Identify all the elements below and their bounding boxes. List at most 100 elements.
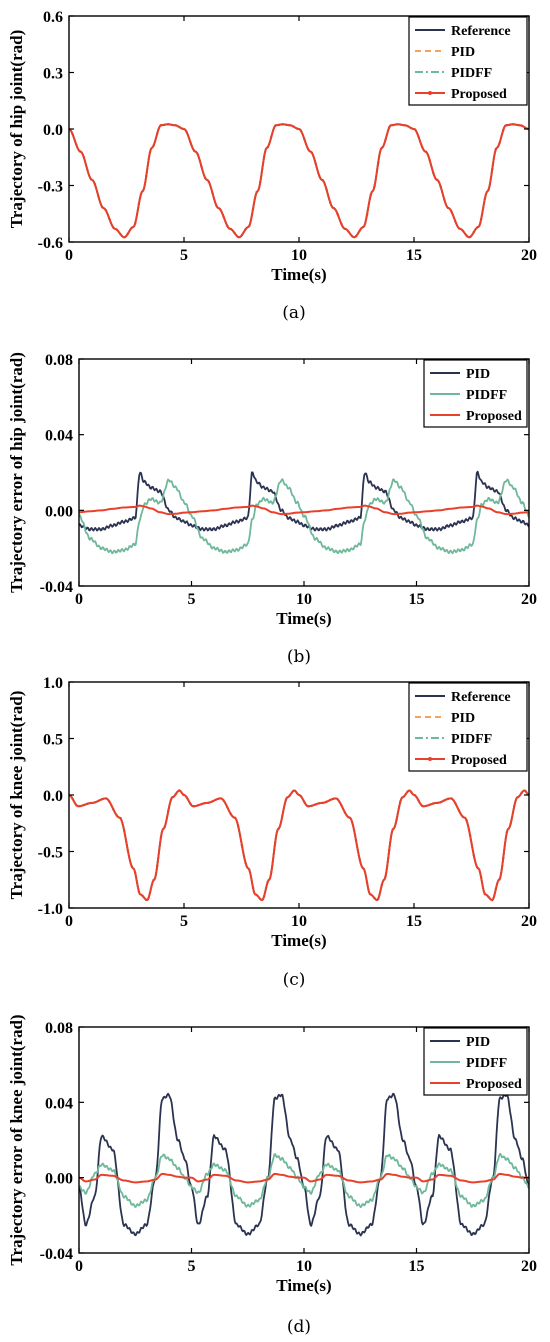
series-marker [380,883,383,887]
series-marker [362,225,365,229]
series-marker [134,222,137,225]
series-marker [82,803,85,807]
series-marker [207,180,211,183]
series-marker [108,217,111,221]
series-marker [123,236,126,239]
series-line-proposed [79,1172,529,1184]
x-tick-label: 5 [188,1258,196,1275]
series-marker [244,227,247,231]
series-marker [145,898,148,902]
series-marker [424,150,428,153]
y-tick-label: 0.00 [45,1171,73,1188]
legend: Reference PID PIDFF Proposed [408,16,528,106]
series-marker [384,875,387,878]
series-marker [251,886,255,889]
series-marker [200,802,203,806]
series-marker [233,231,236,235]
series-marker [336,213,339,216]
series-marker [163,825,166,829]
series-line-pid [79,470,529,532]
panel-caption: (d) [287,1317,311,1337]
series-marker [141,894,144,898]
series-marker [167,123,170,126]
series-marker [443,198,446,201]
series-marker [229,227,233,231]
series-marker [189,141,192,144]
series-marker [340,222,343,226]
legend: PID PIDFF Proposed [423,359,528,428]
x-tick-label: 15 [406,913,422,930]
series-marker [479,218,483,221]
series-marker [443,799,446,802]
legend-label-pid: PID [451,45,475,60]
legend-label-proposed: Proposed [451,753,507,768]
y-tick-label: -0.04 [40,579,73,596]
series-marker [148,891,152,895]
series-marker [200,165,203,168]
panel-caption: (c) [283,970,306,990]
series-marker [380,146,383,150]
series-marker [259,180,262,183]
series-marker [494,147,498,151]
series-marker [369,193,372,197]
series-marker [476,866,479,870]
series-marker [215,798,218,801]
series-marker [432,802,435,805]
y-tick-label: 0.04 [45,428,73,445]
series-marker [181,793,185,796]
series-marker [277,827,280,830]
series-marker [329,201,332,204]
series-marker [376,897,380,901]
series-marker [75,143,78,147]
series-marker [483,892,487,896]
series-marker [292,125,295,128]
series-marker [524,126,527,129]
series-marker [351,235,354,238]
series-marker [435,178,439,182]
series-marker [75,803,78,807]
series-marker [303,801,306,804]
legend-label-pid: PID [451,711,475,726]
series-marker [321,801,325,805]
series-marker [421,804,424,808]
series-marker [310,151,314,154]
legend-label-pidff: PIDFF [466,1056,507,1071]
series-marker [233,816,236,819]
series-marker [432,171,435,175]
y-tick-label: 0.04 [45,1095,73,1112]
series-marker [237,825,240,828]
series-marker [362,867,365,870]
series-marker [391,123,395,127]
series-marker [288,794,291,797]
series-marker [446,797,450,801]
legend-label-pid: PID [466,1035,490,1050]
series-marker [185,131,188,134]
series-marker [472,230,475,234]
series-marker [170,796,174,799]
series-marker [262,155,266,159]
series-line-pid [69,123,529,239]
series-marker [170,123,174,127]
x-axis-title: Time(s) [271,265,326,284]
series-marker [446,206,450,210]
series-marker [148,151,152,154]
y-tick-label: -0.3 [38,179,63,196]
series-marker [376,161,380,165]
series-marker [413,128,417,131]
legend-box [408,16,528,106]
series-marker [520,791,523,795]
series-marker [295,127,299,130]
series-marker [218,797,222,800]
x-tick-label: 5 [180,247,188,264]
series-marker [402,795,406,798]
series-marker [123,829,126,832]
series-marker [516,795,520,799]
series-marker [281,814,284,817]
series-marker [152,878,155,882]
panel-caption: (b) [287,647,311,667]
series-marker [373,896,376,900]
y-tick-label: 0.08 [45,352,73,369]
series-marker [524,789,527,793]
series-marker [516,123,520,127]
series-marker [318,174,321,177]
